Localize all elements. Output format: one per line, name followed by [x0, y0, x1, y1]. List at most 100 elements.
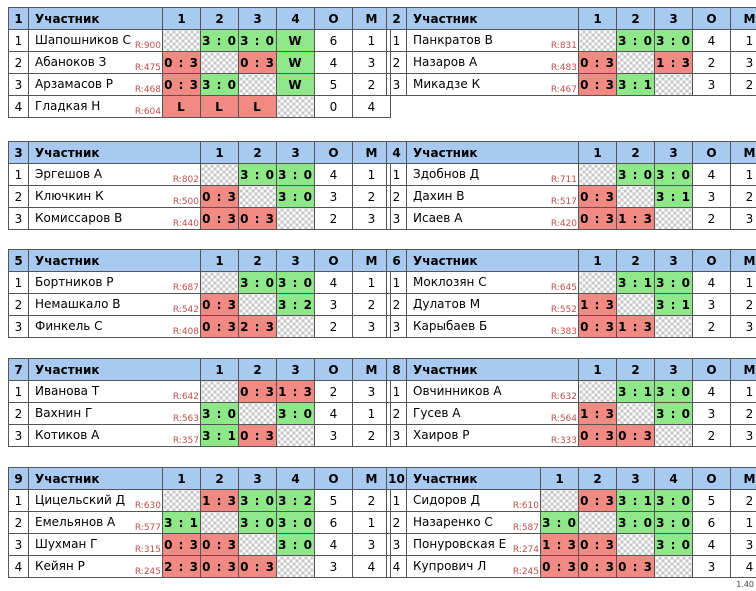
player-rating: R:333 — [549, 436, 577, 446]
match-result: 3 : 0 — [238, 489, 277, 512]
player-place: 1 — [730, 271, 756, 294]
player-name-cell[interactable]: Панкратов В R:831 — [406, 29, 579, 52]
player-name-cell[interactable]: Иванова Т R:642 — [28, 380, 201, 403]
player-name-cell[interactable]: Емельянов А R:577 — [28, 511, 163, 534]
player-name-cell[interactable]: Эргешов А R:802 — [28, 163, 201, 186]
player-name-cell[interactable]: Котиков А R:357 — [28, 424, 201, 447]
player-name-cell[interactable]: Хаиров Р R:333 — [406, 424, 579, 447]
player-name-cell[interactable]: Финкель С R:408 — [28, 315, 201, 338]
match-result: W — [276, 73, 315, 96]
player-name[interactable]: Понуровская Е — [413, 537, 507, 551]
player-name[interactable]: Шапошников С — [35, 33, 131, 47]
place-header: М — [352, 141, 391, 164]
column-header-1: 1 — [578, 358, 617, 381]
player-seed: 2 — [386, 293, 407, 316]
player-name[interactable]: Емельянов А — [35, 515, 116, 529]
player-name-cell[interactable]: Исаев А R:420 — [406, 207, 579, 230]
player-name-cell[interactable]: Гладкая Н R:604 — [28, 95, 163, 118]
player-rating: R:802 — [171, 175, 199, 185]
player-place: 1 — [352, 402, 391, 425]
player-name-cell[interactable]: Микадзе К R:467 — [406, 73, 579, 96]
player-place: 3 — [730, 533, 756, 556]
player-rating: R:245 — [133, 567, 161, 577]
player-name[interactable]: Исаев А — [413, 211, 463, 225]
player-name[interactable]: Микадзе К — [413, 77, 481, 91]
player-name[interactable]: Бортников Р — [35, 275, 114, 289]
player-name[interactable]: Овчинников А — [413, 384, 502, 398]
player-name-cell[interactable]: Карыбаев Б R:383 — [406, 315, 579, 338]
player-name[interactable]: Сидоров Д — [413, 493, 481, 507]
player-name-cell[interactable]: Ключкин К R:500 — [28, 185, 201, 208]
player-seed: 3 — [386, 73, 407, 96]
match-result: L — [162, 95, 201, 118]
player-name[interactable]: Дулатов М — [413, 297, 481, 311]
player-name[interactable]: Назаров А — [413, 55, 478, 69]
player-name[interactable]: Дахин В — [413, 189, 465, 203]
column-header-1: 1 — [578, 7, 617, 30]
player-name-cell[interactable]: Шухман Г R:315 — [28, 533, 163, 556]
player-name[interactable]: Моклозян С — [413, 275, 487, 289]
player-name[interactable]: Карыбаев Б — [413, 319, 488, 333]
points-header: О — [314, 249, 353, 272]
player-name-cell[interactable]: Цицельский Д R:630 — [28, 489, 163, 512]
player-name[interactable]: Иванова Т — [35, 384, 100, 398]
player-name-cell[interactable]: Гусев А R:564 — [406, 402, 579, 425]
player-name-cell[interactable]: Овчинников А R:632 — [406, 380, 579, 403]
player-name-cell[interactable]: Вахнин Г R:563 — [28, 402, 201, 425]
column-header-1: 1 — [540, 467, 579, 490]
player-name[interactable]: Немашкало В — [35, 297, 121, 311]
player-name-cell[interactable]: Сидоров Д R:610 — [406, 489, 541, 512]
player-name-cell[interactable]: Дулатов М R:552 — [406, 293, 579, 316]
player-name-cell[interactable]: Кейян Р R:245 — [28, 555, 163, 578]
player-name[interactable]: Арзамасов Р — [35, 77, 114, 91]
player-name[interactable]: Абаноков З — [35, 55, 107, 69]
player-name[interactable]: Купрович Л — [413, 559, 487, 573]
player-name-cell[interactable]: Дахин В R:517 — [406, 185, 579, 208]
player-points: 2 — [692, 315, 731, 338]
player-name[interactable]: Гладкая Н — [35, 99, 101, 113]
player-name-cell[interactable]: Шапошников С R:900 — [28, 29, 163, 52]
player-name[interactable]: Хаиров Р — [413, 428, 470, 442]
player-points: 4 — [314, 271, 353, 294]
player-name-cell[interactable]: Моклозян С R:645 — [406, 271, 579, 294]
player-rating: R:408 — [171, 327, 199, 337]
player-name-cell[interactable]: Комиссаров В R:440 — [28, 207, 201, 230]
player-name[interactable]: Вахнин Г — [35, 406, 93, 420]
match-result: 1 : 3 — [616, 315, 655, 338]
points-header: О — [692, 467, 731, 490]
player-name[interactable]: Здобнов Д — [413, 167, 480, 181]
place-header: М — [352, 358, 391, 381]
player-name[interactable]: Ключкин К — [35, 189, 104, 203]
player-name[interactable]: Гусев А — [413, 406, 461, 420]
player-name[interactable]: Финкель С — [35, 319, 103, 333]
player-name[interactable]: Цицельский Д — [35, 493, 126, 507]
player-name-cell[interactable]: Арзамасов Р R:468 — [28, 73, 163, 96]
participant-header: Участник — [406, 141, 579, 164]
self-cell — [654, 207, 693, 230]
player-name-cell[interactable]: Понуровская Е R:274 — [406, 533, 541, 556]
participant-header: Участник — [28, 249, 201, 272]
player-name[interactable]: Комиссаров В — [35, 211, 123, 225]
player-name[interactable]: Кейян Р — [35, 559, 85, 573]
player-seed: 1 — [386, 163, 407, 186]
player-name[interactable]: Панкратов В — [413, 33, 493, 47]
self-cell — [200, 271, 239, 294]
player-name-cell[interactable]: Немашкало В R:542 — [28, 293, 201, 316]
points-header: О — [692, 249, 731, 272]
player-name-cell[interactable]: Назаренко С R:587 — [406, 511, 541, 534]
player-name-cell[interactable]: Купрович Л R:245 — [406, 555, 541, 578]
player-name-cell[interactable]: Абаноков З R:475 — [28, 51, 163, 74]
player-name[interactable]: Шухман Г — [35, 537, 98, 551]
match-result: 3 : 1 — [616, 271, 655, 294]
player-name-cell[interactable]: Назаров А R:483 — [406, 51, 579, 74]
player-points: 3 — [692, 402, 731, 425]
player-name[interactable]: Котиков А — [35, 428, 100, 442]
player-name[interactable]: Назаренко С — [413, 515, 493, 529]
player-name[interactable]: Эргешов А — [35, 167, 103, 181]
player-name-cell[interactable]: Здобнов Д R:711 — [406, 163, 579, 186]
player-name-cell[interactable]: Бортников Р R:687 — [28, 271, 201, 294]
